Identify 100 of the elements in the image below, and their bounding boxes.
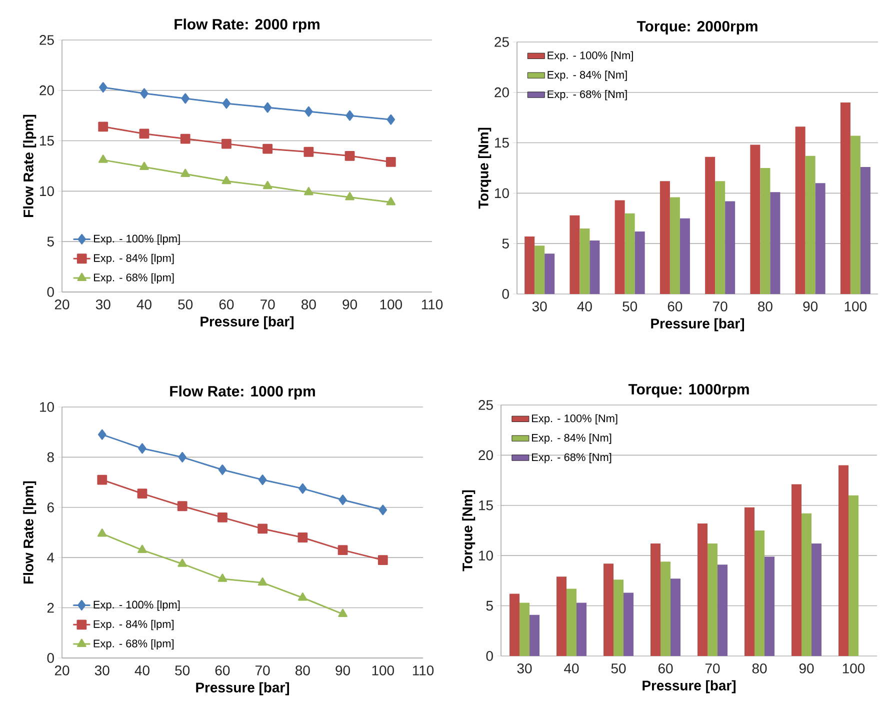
x-tick-label: 110 [422,299,443,310]
point [258,474,267,486]
point [218,574,228,582]
point [97,528,107,537]
point [137,488,148,499]
bar [660,562,671,656]
y-tick-label: 25 [478,400,493,410]
point [386,197,396,206]
point [263,102,272,113]
x-tick-label: 50 [175,665,190,676]
legend-label: Exp. - 68% [lpm] [94,273,174,284]
x-tick-label: 80 [302,299,316,310]
bar [650,544,661,656]
y-tick-label: 0 [486,651,493,661]
x-tick-label: 70 [256,665,270,676]
bar [840,102,850,294]
bar [614,200,625,294]
y-axis-title: Torque [Nm] [478,128,492,209]
point [218,512,228,522]
y-tick-label: 20 [478,450,493,460]
point [258,577,268,586]
x-tick-label: 40 [564,663,579,674]
y-tick-label: 2 [47,602,54,613]
y-tick-label: 5 [486,600,493,611]
y-tick-label: 8 [47,452,54,462]
x-tick-label: 50 [611,663,626,674]
point [178,452,186,462]
bar [570,215,580,294]
point [258,524,268,534]
legend-label: Exp. - 84% [Nm] [532,434,612,444]
point [338,494,347,506]
bar [705,156,716,294]
x-tick-label: 30 [94,665,110,676]
bar [805,156,816,294]
bar [604,564,614,656]
point [298,532,308,542]
point [222,138,232,149]
point [262,180,272,190]
point [178,558,187,567]
point [138,443,146,454]
legend-label: Exp. - 100% [lpm] [94,234,180,245]
point [180,134,190,144]
bar [544,254,555,294]
point [138,544,147,554]
bar [534,246,545,294]
bar [580,228,590,294]
y-axis-title: Flow Rate [lpm] [23,114,36,217]
bar [566,588,577,656]
y-tick-label: 15 [40,136,54,146]
bar [792,484,802,656]
bar [530,614,540,656]
legend-label: Exp. - 100% [Nm] [548,51,633,62]
x-tick-label: 40 [577,301,592,312]
point [98,154,108,163]
bar [802,513,812,656]
x-tick-label: 90 [336,665,350,676]
point [346,110,354,121]
y-tick-label: 0 [502,289,509,299]
point [222,176,232,184]
x-tick-label: 50 [178,299,193,310]
point [98,82,108,93]
y-tick-label: 25 [40,35,54,45]
legend-label: Exp. - 68% [Nm] [532,453,612,464]
x-tick-label: 60 [215,665,230,676]
bar [754,530,765,656]
chart-title: Torque: 1000rpm [628,384,749,398]
x-tick-label: 90 [803,301,818,312]
point [180,168,190,178]
x-tick-label: 110 [412,665,434,676]
x-tick-label: 30 [517,663,532,674]
y-axis-title: Flow Rate [lpm] [23,481,36,584]
legend-label: Exp. - 100% [Nm] [532,414,618,424]
y-tick-label: 10 [495,188,509,198]
point [338,545,348,556]
x-tick-label: 50 [622,301,638,312]
point [177,501,188,512]
x-tick-label: 100 [380,299,402,310]
x-tick-label: 60 [658,663,673,674]
bar [590,240,600,294]
point [386,114,396,125]
bar [576,602,587,656]
x-axis-title: Pressure [bar] [651,318,744,332]
bar [524,236,535,294]
bar [670,197,680,294]
point [298,483,307,494]
point [181,93,190,104]
x-tick-label: 60 [219,299,234,310]
x-tick-label: 80 [296,665,310,676]
x-tick-label: 40 [136,299,152,310]
point [97,474,108,485]
x-axis-title: Pressure [bar] [200,316,294,330]
legend-label: Exp. - 84% [Nm] [548,70,627,81]
bar [660,181,670,294]
bar [614,580,624,656]
x-tick-label: 40 [134,665,150,676]
legend-label: Exp. - 68% [Nm] [548,90,627,100]
chart-title: Torque: 2000rpm [636,20,758,34]
bar [680,218,690,294]
bar [744,507,755,656]
x-tick-label: 90 [342,299,357,310]
